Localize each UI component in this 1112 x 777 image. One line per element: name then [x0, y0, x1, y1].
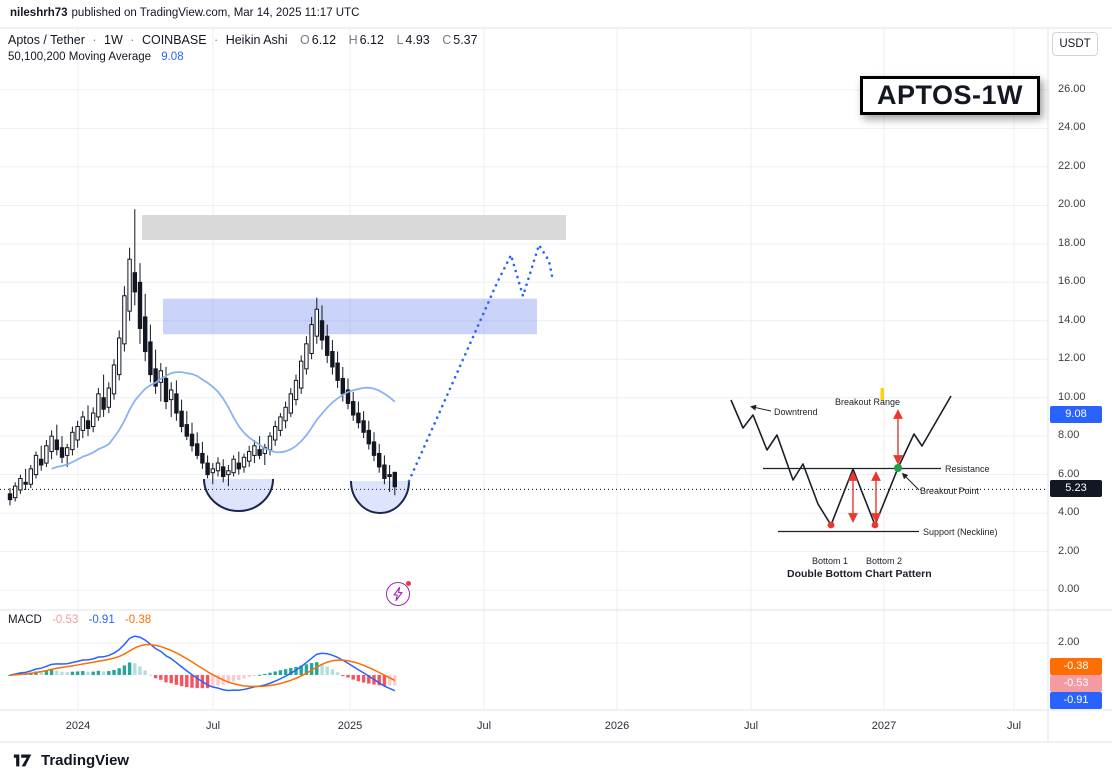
high-label: H — [348, 33, 358, 47]
macd-signal-value: -0.38 — [124, 614, 152, 626]
low-label: L — [396, 33, 404, 47]
low-value: 4.93 — [405, 33, 430, 47]
pattern-title: Double Bottom Chart Pattern — [787, 568, 932, 580]
time-tick-label: 2025 — [337, 720, 363, 732]
price-tick-label: 16.00 — [1058, 275, 1086, 288]
resistance-label: Resistance — [945, 464, 990, 474]
chart-title-annotation[interactable]: APTOS-1W — [860, 76, 1041, 115]
bottom1-label: Bottom 1 — [812, 556, 848, 566]
time-tick-label: 2027 — [871, 720, 897, 732]
price-tick-label: 10.00 — [1058, 390, 1086, 403]
downtrend-pointer-arrow — [750, 404, 772, 412]
bottom2-label: Bottom 2 — [866, 556, 902, 566]
publish-info: published on TradingView.com, Mar 14, 20… — [71, 7, 360, 19]
time-tick-label: 2024 — [65, 720, 91, 732]
breakout-point-label: Breakout Point — [920, 486, 980, 496]
breakout-range-label: Breakout Range — [835, 397, 900, 407]
ma-indicator-label[interactable]: 50,100,200 Moving Average — [8, 51, 152, 63]
time-tick-label: Jul — [1006, 720, 1022, 732]
price-tick-label: 24.00 — [1058, 121, 1086, 134]
macd-indicator-label[interactable]: MACD — [8, 614, 42, 626]
interval-button[interactable]: 1W — [104, 33, 123, 47]
bottom1-dot — [827, 521, 835, 529]
publish-bar: nileshrh73 published on TradingView.com, … — [10, 7, 359, 19]
time-tick-label: 2026 — [604, 720, 630, 732]
price-tick-label: 26.00 — [1058, 82, 1086, 95]
legend-separator: · — [214, 33, 219, 47]
double-bottom-pattern-diagram[interactable]: Downtrend Breakout Range Resistance Brea… — [723, 388, 1043, 584]
price-tick-label: 6.00 — [1058, 467, 1080, 480]
publisher-username: nileshrh73 — [10, 7, 68, 19]
flash-reaction-icon[interactable] — [386, 581, 411, 606]
time-tick-label: Jul — [476, 720, 492, 732]
chart-style-name[interactable]: Heikin Ashi — [225, 33, 288, 47]
price-badge: 5.23 — [1050, 480, 1102, 498]
tradingview-wordmark[interactable]: TradingView — [41, 751, 130, 769]
macd-value-badge: -0.53 — [1050, 675, 1102, 692]
macd-tick-label: 2.00 — [1058, 636, 1080, 648]
price-tick-label: 4.00 — [1058, 506, 1080, 519]
close-value: 5.37 — [453, 33, 478, 47]
exchange-name[interactable]: COINBASE — [141, 33, 207, 47]
tradingview-logo[interactable] — [12, 749, 34, 771]
breakout-point-dot — [894, 464, 902, 472]
notification-dot — [406, 581, 411, 586]
downtrend-label: Downtrend — [774, 407, 818, 417]
footer: TradingView — [12, 747, 129, 773]
price-tick-label: 0.00 — [1058, 583, 1080, 595]
price-tick-label: 14.00 — [1058, 313, 1086, 326]
price-tick-label: 18.00 — [1058, 236, 1086, 249]
legend-separator: · — [130, 33, 135, 47]
ma-indicator-value: 9.08 — [161, 51, 184, 63]
price-axis-unit-button[interactable]: USDT — [1052, 32, 1098, 56]
time-tick-label: Jul — [205, 720, 221, 732]
macd-hist-value: -0.53 — [52, 614, 79, 626]
macd-legend: MACD -0.53 -0.91 -0.38 — [8, 614, 151, 626]
price-tick-label: 2.00 — [1058, 544, 1080, 557]
price-tick-label: 20.00 — [1058, 198, 1086, 211]
price-tick-label: 8.00 — [1058, 429, 1080, 442]
price-tick-label: 22.00 — [1058, 159, 1086, 172]
time-tick-label: Jul — [743, 720, 759, 732]
symbol-name[interactable]: Aptos / Tether — [8, 33, 85, 47]
price-tick-label: 12.00 — [1058, 352, 1086, 365]
macd-value-badge: -0.91 — [1050, 692, 1102, 709]
price-badge: 9.08 — [1050, 406, 1102, 424]
macd-line-value: -0.91 — [88, 614, 115, 626]
breakout-range-top-marker — [880, 388, 884, 400]
price-axis[interactable]: USDT 0.00 2.00 4.00 6.00 8.00 10.00 12.00 14.00… — [1048, 0, 1112, 742]
chart-legend: Aptos / Tether · 1W · COINBASE · Heikin … — [8, 33, 478, 47]
time-axis[interactable]: 2024 Jul 2025 Jul 2026 Jul 2027 Jul — [0, 710, 1048, 742]
macd-value-badge: -0.38 — [1050, 658, 1102, 675]
pattern-price-path — [730, 395, 952, 526]
bottom2-dot — [871, 521, 879, 529]
open-label: O — [300, 33, 310, 47]
open-value: 6.12 — [311, 33, 337, 47]
legend-separator: · — [92, 33, 97, 47]
close-label: C — [442, 33, 452, 47]
ma-indicator-legend: 50,100,200 Moving Average 9.08 — [8, 51, 184, 63]
lightning-bolt-icon — [393, 587, 403, 601]
breakout-point-pointer-arrow — [901, 472, 920, 491]
support-label: Support (Neckline) — [923, 527, 998, 537]
high-value: 6.12 — [359, 33, 384, 47]
